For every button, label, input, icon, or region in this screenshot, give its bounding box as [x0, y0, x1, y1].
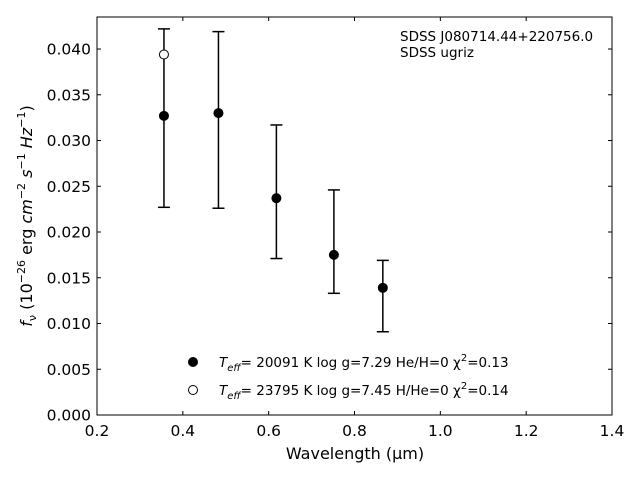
x-tick-label: 0.4 [171, 422, 196, 440]
x-tick-label: 0.2 [85, 422, 110, 440]
axis-ticks: 0.2 0.4 0.6 0.8 1.0 1.2 1.4 0.000 0.005 0.010 0.01… [47, 17, 625, 440]
x-tick-label: 1.0 [428, 422, 453, 440]
y-tick-label: 0.025 [47, 178, 91, 196]
y-tick-label: 0.000 [47, 407, 91, 425]
plot-area [157, 28, 389, 333]
x-tick-label: 0.6 [256, 422, 281, 440]
y-tick-label: 0.005 [47, 361, 91, 379]
y-tick-label: 0.010 [47, 315, 91, 333]
x-tick-label: 0.8 [342, 422, 367, 440]
legend-marker-open [188, 385, 198, 395]
model-point-da [158, 110, 169, 121]
x-tick-label: 1.2 [514, 422, 539, 440]
model-point-da [377, 282, 388, 293]
y-tick-label: 0.015 [47, 269, 91, 287]
annotation-filter-system: SDSS ugriz [400, 45, 474, 61]
plot-frame [96, 16, 613, 416]
annotation-object-name: SDSS J080714.44+220756.0 [400, 29, 593, 45]
legend-entry-2: Teff= 23795 K log g=7.45 H/He=0 χ2=0.14 [219, 381, 509, 402]
model-point-da [271, 193, 282, 204]
model-point-da [213, 108, 224, 119]
y-axis-label: fν (10−26 erg cm−2 s−1 Hz−1) [15, 105, 39, 326]
x-axis-label: Wavelength (μm) [286, 444, 424, 463]
y-tick-label: 0.035 [47, 86, 91, 104]
y-tick-label: 0.040 [47, 41, 91, 59]
model-point-db [158, 49, 169, 60]
legend-marker-filled [188, 357, 198, 367]
x-tick-label: 1.4 [600, 422, 625, 440]
legend-entry-1: Teff= 20091 K log g=7.29 He/H=0 χ2=0.13 [219, 353, 509, 374]
model-point-da [328, 249, 339, 260]
y-axis-label-group: fν (10−26 erg cm−2 s−1 Hz−1) [15, 105, 39, 326]
y-tick-label: 0.020 [47, 224, 91, 242]
y-tick-label: 0.030 [47, 132, 91, 150]
legend: Teff= 20091 K log g=7.29 He/H=0 χ2=0.13 … [188, 353, 509, 402]
